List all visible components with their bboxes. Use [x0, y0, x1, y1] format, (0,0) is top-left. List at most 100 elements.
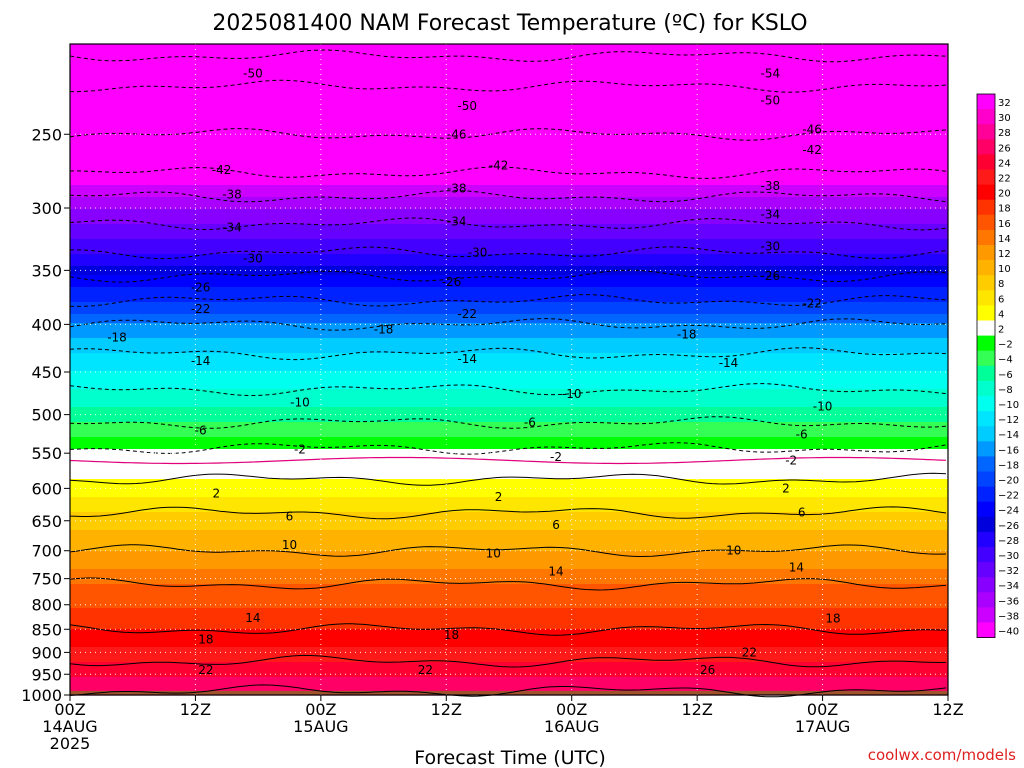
temperature-band — [70, 425, 948, 429]
temperature-band — [70, 620, 948, 624]
temperature-band — [70, 173, 948, 177]
temperature-band — [70, 386, 948, 390]
contour-label: -26 — [442, 275, 462, 289]
colorbar-label: −30 — [998, 551, 1019, 562]
temperature-band — [70, 314, 948, 318]
temperature-band — [70, 260, 948, 264]
temperature-band — [70, 128, 948, 132]
temperature-band — [70, 44, 948, 48]
contour-label: -46 — [802, 122, 822, 136]
temperature-band — [70, 77, 948, 81]
contour-label: -14 — [457, 352, 477, 366]
colorbar-swatch — [977, 320, 995, 336]
colorbar-swatch — [977, 622, 995, 638]
temperature-band — [70, 518, 948, 522]
temperature-band — [70, 644, 948, 648]
temperature-band — [70, 575, 948, 579]
temperature-band — [70, 683, 948, 687]
colorbar-label: −14 — [998, 430, 1019, 441]
temperature-band — [70, 275, 948, 279]
temperature-band — [70, 101, 948, 105]
temperature-band — [70, 50, 948, 54]
contour-label: -10 — [290, 395, 310, 409]
colorbar-swatch — [977, 350, 995, 367]
temperature-band — [70, 602, 948, 606]
temperature-band — [70, 572, 948, 576]
temperature-band — [70, 290, 948, 294]
temperature-band — [70, 641, 948, 645]
temperature-band — [70, 323, 948, 327]
x-tick-label: 15AUG — [293, 717, 348, 736]
contour-label: 2 — [782, 481, 790, 495]
temperature-band — [70, 521, 948, 525]
temperature-band — [70, 578, 948, 582]
colorbar-label: −4 — [998, 355, 1013, 366]
temperature-band — [70, 395, 948, 399]
colorbar-swatch — [977, 214, 995, 231]
temperature-band — [70, 146, 948, 150]
temperature-band — [70, 239, 948, 243]
contour-line — [69, 623, 947, 636]
x-tick-label: 12Z — [431, 700, 462, 719]
colorbar-label: 28 — [998, 128, 1011, 139]
temperature-band — [70, 638, 948, 642]
temperature-band — [70, 377, 948, 381]
temperature-band — [70, 539, 948, 543]
colorbar-swatch — [977, 290, 995, 306]
contour-label: 22 — [418, 663, 433, 677]
temperature-band — [70, 407, 948, 411]
temperature-band — [70, 677, 948, 681]
temperature-band — [70, 596, 948, 600]
colorbar-swatch — [977, 275, 995, 291]
temperature-band — [70, 125, 948, 129]
temperature-band — [70, 257, 948, 261]
contour-label: 6 — [286, 509, 294, 523]
temperature-band — [70, 320, 948, 324]
temperature-band — [70, 443, 948, 447]
temperature-band — [70, 647, 948, 651]
y-tick-label: 800 — [31, 596, 62, 615]
colorbar-swatch — [977, 441, 995, 457]
y-tick-label: 700 — [31, 542, 62, 561]
temperature-band — [70, 188, 948, 192]
colorbar-swatch — [977, 229, 995, 246]
contour-label: -26 — [761, 269, 781, 283]
colorbar-swatch — [977, 426, 995, 442]
temperature-band — [70, 473, 948, 477]
temperature-band — [70, 674, 948, 678]
temperature-band — [70, 149, 948, 153]
y-tick-label: 500 — [31, 406, 62, 425]
temperature-band — [70, 536, 948, 540]
temperature-band — [70, 47, 948, 51]
temperature-band — [70, 53, 948, 57]
temperature-band — [70, 593, 948, 597]
temperature-band — [70, 533, 948, 537]
contour-label: -6 — [796, 427, 808, 441]
credit-link[interactable]: coolwx.com/models — [868, 746, 1016, 764]
contour-label: -18 — [107, 330, 127, 344]
temperature-band — [70, 356, 948, 360]
temperature-band — [70, 95, 948, 99]
temperature-band — [70, 530, 948, 534]
contour-label: -22 — [802, 297, 822, 311]
temperature-band — [70, 383, 948, 387]
colorbar-label: −2 — [998, 340, 1013, 351]
contour-label: -42 — [212, 163, 232, 177]
temperature-band — [70, 215, 948, 219]
temperature-band — [70, 68, 948, 72]
contour-label: -6 — [524, 416, 536, 430]
colorbar-swatch — [977, 577, 995, 593]
temperature-band — [70, 500, 948, 504]
temperature-band — [70, 347, 948, 351]
temperature-band — [70, 635, 948, 639]
colorbar-label: −22 — [998, 491, 1019, 502]
contour-label: -2 — [294, 442, 306, 456]
contour-label: 2 — [495, 490, 503, 504]
x-tick-label: 00Z — [807, 700, 838, 719]
temperature-band — [70, 419, 948, 423]
temperature-band — [70, 194, 948, 198]
temperature-band — [70, 560, 948, 564]
temperature-band — [70, 467, 948, 471]
colorbar-label: −8 — [998, 385, 1013, 396]
